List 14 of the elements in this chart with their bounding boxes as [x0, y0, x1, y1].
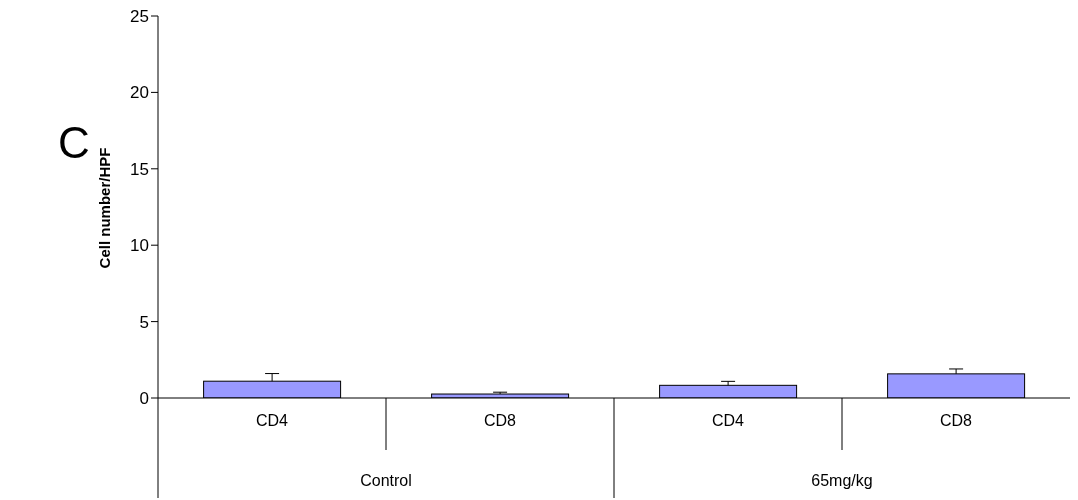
- y-tick-label: 10: [130, 236, 149, 256]
- text: 65mg/kg: [811, 472, 873, 489]
- text: C: [58, 118, 90, 168]
- x-tick-label: CD4: [711, 412, 745, 429]
- x-tick-label: CD8: [483, 412, 517, 429]
- y-tick-label: 20: [130, 83, 149, 103]
- text: Control: [360, 472, 412, 489]
- x-tick-label: CD8: [939, 412, 973, 429]
- y-axis-title: Cell number/HPF: [95, 147, 113, 269]
- y-tick-label: 5: [139, 312, 149, 332]
- y-tick-label: 15: [130, 159, 149, 179]
- x-tick-label: CD4: [255, 412, 289, 429]
- y-tick-label: 0: [139, 389, 149, 409]
- y-tick-label: 25: [130, 7, 149, 27]
